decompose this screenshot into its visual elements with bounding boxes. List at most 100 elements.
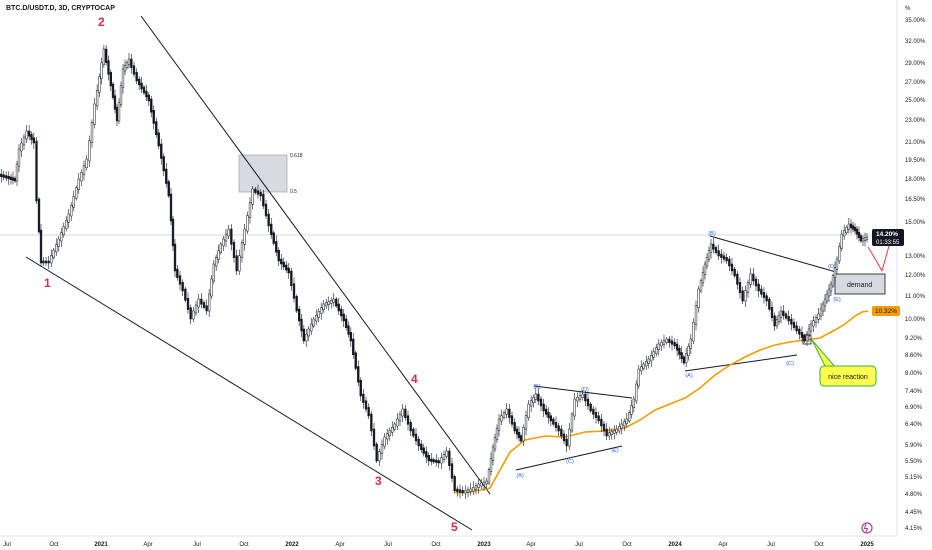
candle-body [547,412,550,418]
candle-body [689,338,692,349]
candle-body [652,351,655,358]
candle-body [290,270,293,286]
candle-body [637,368,640,387]
candle-body [208,293,211,312]
candle-body [317,311,320,318]
triangle2-lower-line[interactable] [684,354,798,372]
candle-body [307,328,310,337]
callout-joint [824,367,834,370]
candle-body [489,458,493,472]
candle-body [838,246,841,262]
candle-body [855,228,859,235]
candle-body [665,338,668,343]
candle-body [795,325,798,332]
candle-body [135,72,138,82]
reaction-callout[interactable]: nice reaction [811,339,877,387]
candle-body [738,282,742,293]
triangle1-upper-line[interactable] [533,385,633,399]
callout-box[interactable] [819,365,877,387]
lower-channel-line[interactable] [25,256,473,531]
candle-body [20,142,23,152]
candle-body [578,395,582,400]
candle-body [197,298,200,308]
candle-body [440,457,443,464]
candle-body [594,412,598,418]
trendlines[interactable] [25,15,837,531]
price-tag-value: 14.20% [876,231,898,238]
candle-body [847,223,850,230]
candle-body [466,489,470,493]
candle-body [200,298,203,305]
moving-average-line [454,310,869,494]
candle-body [88,140,91,162]
candle-body [749,273,752,285]
price-tick-label: 15.00% [905,220,926,226]
candle-body [469,488,472,492]
candle-body [613,430,616,434]
candle-body [138,78,141,86]
candle-body [482,481,486,486]
tradingview-logo-icon [861,522,873,534]
candle-body [589,403,592,412]
demand-zone[interactable]: demand [834,273,886,295]
candle-body [515,428,519,435]
price-axis[interactable]: 35.00% 32.00% 29.00% 27.00% 25.00% 23.00% 21.0… [905,18,926,532]
candle-body [782,310,785,316]
candle-body [513,422,516,432]
triangle2-upper-line[interactable] [709,235,837,273]
candle-body [13,178,17,182]
candle-body [388,430,391,436]
candle-body [792,322,796,328]
candle-body [865,236,869,240]
candle-body [736,273,739,285]
sub-e1-label: (E) [611,448,619,454]
candle-body [386,433,389,440]
candle-body [632,398,635,408]
price-tag-bg [872,229,904,246]
candle-body [181,282,184,292]
candle-body [717,250,720,257]
candle-body [861,238,865,242]
candle-body [655,347,658,354]
candle-body [123,65,127,72]
sub-d2-label: (D) [828,264,836,270]
candle-body [768,298,771,310]
candle-body [692,322,695,342]
candle-body [682,356,686,364]
candle-body [662,340,666,345]
candle-body [295,296,298,312]
candle-body [60,232,63,242]
sub-a2-label: (A) [685,373,693,379]
candle-body [678,348,681,355]
candle-body [248,202,252,218]
candle-body [95,90,99,107]
candle-body [777,315,781,322]
demand-rect[interactable] [834,273,886,295]
candle-body [132,65,136,75]
fib-zone[interactable]: 0.618 0.5 [238,153,303,195]
candle-body [863,237,867,241]
candle-body [85,158,88,168]
triangle1-lower-line[interactable] [515,445,623,471]
candle-body [364,400,368,410]
candle-body [427,455,430,462]
candle-body [150,98,153,113]
time-axis[interactable]: Jul Oct 2021 Apr Jul Oct 2022 Apr Jul Oct 2023 Apr J… [3,542,874,548]
candle-body [259,192,262,197]
candles [0,45,869,499]
upper-channel-line[interactable] [140,15,491,495]
candle-body [809,323,813,332]
candle-body [554,422,558,428]
candle-body [125,62,129,68]
ma-tag-value: 10.32% [875,308,897,315]
candle-body [378,451,381,462]
candle-body [335,298,338,307]
time-tick-label: Jul [767,542,775,548]
candle-body [160,143,163,159]
candle-body [262,193,265,207]
candle-body [524,415,528,430]
candle-body [251,188,254,205]
time-tick-label: 2023 [477,542,491,548]
candle-body [52,249,55,258]
